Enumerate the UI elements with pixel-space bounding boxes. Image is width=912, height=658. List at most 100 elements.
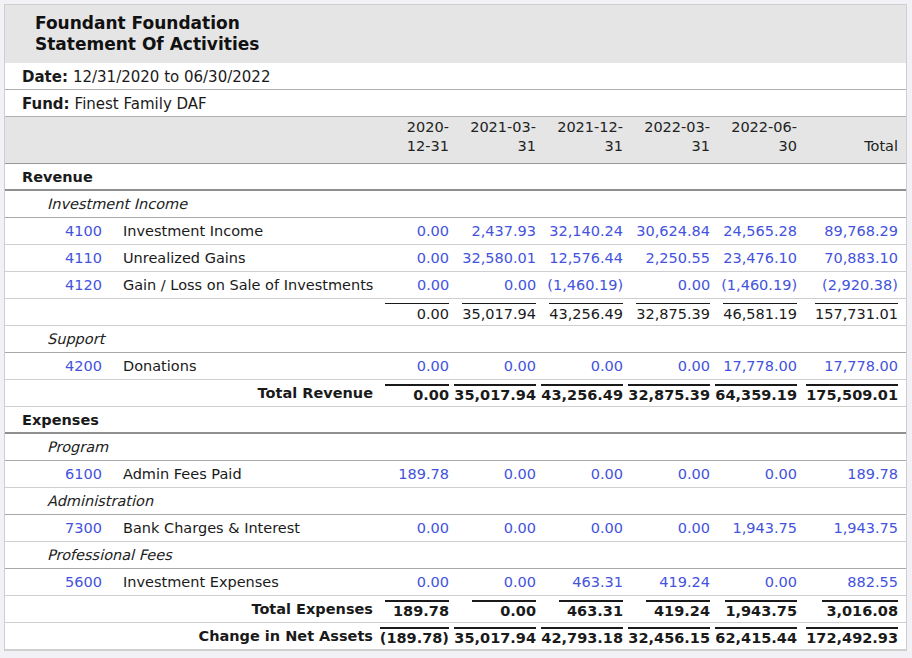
account-name: Unrealized Gains	[102, 250, 373, 266]
amount-link[interactable]: 1,943.75	[797, 520, 898, 536]
amount-link[interactable]: (1,460.19)	[710, 277, 797, 293]
amount-link[interactable]: 17,778.00	[710, 358, 797, 374]
subtotal-amount: 35,017.94	[462, 303, 536, 322]
amount-link[interactable]: 0.00	[373, 277, 449, 293]
amount-link[interactable]: 0.00	[710, 466, 797, 482]
total-amount-cell: 3,016.08	[797, 600, 898, 619]
amount-link[interactable]: 0.00	[536, 358, 623, 374]
amount-link[interactable]: 189.78	[797, 466, 898, 482]
total-row: Total Revenue0.0035,017.9443,256.4932,87…	[5, 380, 906, 407]
total-amount: 189.78	[385, 600, 449, 619]
amount-link[interactable]: 30,624.84	[623, 223, 710, 239]
column-header-line2: 31	[623, 137, 710, 156]
amount-link[interactable]: 882.55	[797, 574, 898, 590]
total-amount-cell: 0.00	[373, 384, 449, 403]
total-amount: 42,793.18	[541, 627, 623, 646]
account-number-link[interactable]: 7300	[5, 520, 102, 536]
subsection-row: Administration	[5, 488, 906, 515]
report-title-organization: Foundant Foundation	[35, 13, 896, 34]
amount-link[interactable]: 32,140.24	[536, 223, 623, 239]
report-title-document: Statement Of Activities	[35, 34, 896, 55]
total-row: Change in Net Assets(189.78)35,017.9442,…	[5, 623, 906, 650]
column-header-period-5: 2022-06- 30	[710, 118, 797, 156]
total-amount: 463.31	[559, 600, 623, 619]
amount-link[interactable]: 463.31	[536, 574, 623, 590]
total-amount: 175,509.01	[806, 384, 898, 403]
total-amount-cell: 35,017.94	[449, 627, 536, 646]
amount-link[interactable]: 0.00	[623, 277, 710, 293]
section-label: Revenue	[5, 169, 898, 185]
amount-link[interactable]: 70,883.10	[797, 250, 898, 266]
account-number-link[interactable]: 6100	[5, 466, 102, 482]
amount-link[interactable]: 0.00	[536, 466, 623, 482]
amount-link[interactable]: 0.00	[623, 466, 710, 482]
subsection-row: Program	[5, 434, 906, 461]
amount-link[interactable]: 2,437.93	[449, 223, 536, 239]
amount-link[interactable]: 12,576.44	[536, 250, 623, 266]
amount-link[interactable]: 0.00	[536, 520, 623, 536]
column-header-line2: 31	[536, 137, 623, 156]
amount-link[interactable]: 89,768.29	[797, 223, 898, 239]
subtotal-amount-cell: 32,875.39	[623, 303, 710, 322]
subsection-label: Investment Income	[5, 196, 898, 212]
subtotal-amount: 32,875.39	[636, 303, 710, 322]
amount-link[interactable]: 32,580.01	[449, 250, 536, 266]
account-number-link[interactable]: 4100	[5, 223, 102, 239]
amount-link[interactable]: 0.00	[449, 520, 536, 536]
amount-link[interactable]: 0.00	[373, 358, 449, 374]
account-number-link[interactable]: 4120	[5, 277, 102, 293]
subtotal-amount-cell: 43,256.49	[536, 303, 623, 322]
amount-link[interactable]: 1,943.75	[710, 520, 797, 536]
subtotal-amount-cell: 157,731.01	[797, 303, 898, 322]
total-amount: 64,359.19	[715, 384, 797, 403]
amount-link[interactable]: 0.00	[449, 277, 536, 293]
total-amount: 3,016.08	[822, 600, 898, 619]
column-header-line1: 2022-06-	[710, 118, 797, 137]
amount-link[interactable]: 0.00	[449, 358, 536, 374]
subtotal-amount: 0.00	[385, 303, 449, 322]
amount-link[interactable]: 0.00	[623, 520, 710, 536]
amount-link[interactable]: 2,250.55	[623, 250, 710, 266]
total-amount-cell: 419.24	[623, 600, 710, 619]
column-header-line2: 31	[449, 137, 536, 156]
account-row: 4110Unrealized Gains0.0032,580.0112,576.…	[5, 245, 906, 272]
total-amount-cell: 172,492.93	[797, 627, 898, 646]
amount-link[interactable]: 0.00	[449, 574, 536, 590]
account-name: Investment Expenses	[102, 574, 373, 590]
account-number-link[interactable]: 5600	[5, 574, 102, 590]
section-label: Expenses	[5, 412, 898, 428]
amount-link[interactable]: 0.00	[449, 466, 536, 482]
total-label: Total Revenue	[5, 385, 373, 401]
column-header-period-1: 2020- 12-31	[373, 118, 449, 156]
total-amount: 62,415.44	[715, 627, 797, 646]
column-header-line1: 2021-03-	[449, 118, 536, 137]
amount-link[interactable]: 0.00	[710, 574, 797, 590]
amount-link[interactable]: 419.24	[623, 574, 710, 590]
amount-link[interactable]: 189.78	[373, 466, 449, 482]
amount-link[interactable]: 0.00	[373, 223, 449, 239]
amount-link[interactable]: 23,476.10	[710, 250, 797, 266]
amount-link[interactable]: 17,778.00	[797, 358, 898, 374]
subtotal-amount: 43,256.49	[549, 303, 623, 322]
account-row: 6100Admin Fees Paid189.780.000.000.000.0…	[5, 461, 906, 488]
total-amount: 1,943.75	[725, 600, 797, 619]
subtotal-amount-cell: 0.00	[373, 303, 449, 322]
subtotal-amount: 157,731.01	[815, 303, 898, 322]
amount-link[interactable]: 0.00	[373, 574, 449, 590]
amount-link[interactable]: (1,460.19)	[536, 277, 623, 293]
subtotal-amount-cell: 46,581.19	[710, 303, 797, 322]
account-number-link[interactable]: 4200	[5, 358, 102, 374]
account-number-link[interactable]: 4110	[5, 250, 102, 266]
total-amount: 0.00	[472, 600, 536, 619]
amount-link[interactable]: 0.00	[623, 358, 710, 374]
amount-link[interactable]: (2,920.38)	[797, 277, 898, 293]
total-amount-cell: 175,509.01	[797, 384, 898, 403]
amount-link[interactable]: 0.00	[373, 250, 449, 266]
column-header-line2: 30	[710, 137, 797, 156]
amount-link[interactable]: 0.00	[373, 520, 449, 536]
amount-link[interactable]: 24,565.28	[710, 223, 797, 239]
column-header-period-3: 2021-12- 31	[536, 118, 623, 156]
fund-row: Fund:Finest Family DAF	[5, 90, 906, 117]
section-row: Revenue	[5, 164, 906, 191]
total-amount: (189.78)	[380, 627, 449, 646]
